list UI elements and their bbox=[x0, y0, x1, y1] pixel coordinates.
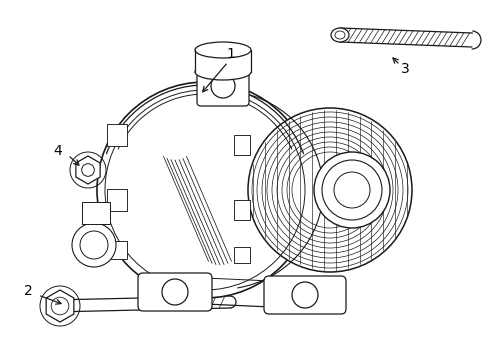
Bar bbox=[234, 200, 249, 220]
Bar bbox=[107, 241, 127, 259]
Circle shape bbox=[247, 108, 411, 272]
Circle shape bbox=[81, 164, 94, 176]
Text: 4: 4 bbox=[54, 144, 62, 158]
FancyBboxPatch shape bbox=[197, 62, 248, 106]
Ellipse shape bbox=[195, 42, 250, 58]
Circle shape bbox=[333, 172, 369, 208]
Ellipse shape bbox=[195, 64, 250, 80]
Bar bbox=[82, 202, 110, 224]
Text: 2: 2 bbox=[23, 284, 32, 298]
Bar bbox=[234, 247, 249, 263]
Polygon shape bbox=[76, 156, 100, 184]
Circle shape bbox=[210, 74, 235, 98]
Text: 3: 3 bbox=[400, 62, 408, 76]
Text: 1: 1 bbox=[226, 47, 235, 61]
Circle shape bbox=[291, 282, 317, 308]
FancyBboxPatch shape bbox=[264, 276, 346, 314]
Circle shape bbox=[321, 160, 381, 220]
Bar bbox=[107, 124, 127, 146]
Circle shape bbox=[72, 223, 116, 267]
Circle shape bbox=[97, 82, 312, 298]
Bar bbox=[234, 135, 249, 155]
Circle shape bbox=[313, 152, 389, 228]
FancyBboxPatch shape bbox=[138, 273, 212, 311]
Ellipse shape bbox=[330, 28, 348, 42]
Polygon shape bbox=[46, 290, 74, 322]
Bar bbox=[195, 50, 250, 72]
Bar bbox=[107, 189, 127, 211]
Circle shape bbox=[162, 279, 187, 305]
